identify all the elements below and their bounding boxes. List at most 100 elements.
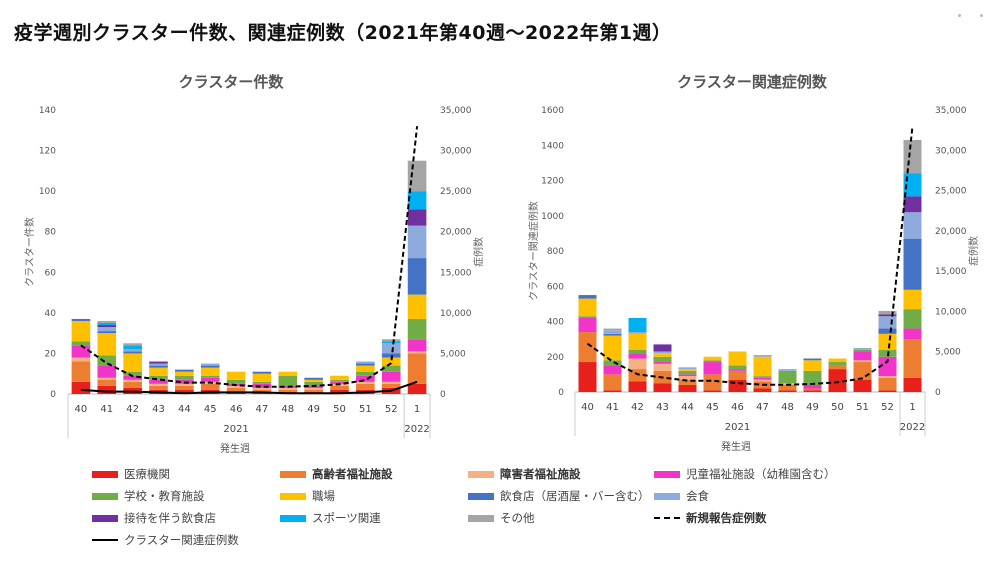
year-group-label: 2022: [900, 422, 925, 433]
bar-segment-work: [628, 333, 647, 350]
bar-segment-medical: [175, 389, 194, 394]
bar-segment-school: [653, 356, 672, 363]
y-tick-label: 0: [50, 390, 56, 400]
bar-segment-disabled: [71, 357, 91, 362]
bar-segment-sports: [903, 173, 922, 197]
y-tick-label: 120: [39, 147, 56, 157]
bar-segment-work: [123, 353, 142, 372]
legend-label: 学校・教育施設: [124, 489, 205, 503]
x-tick-label: 42: [126, 404, 139, 415]
bar-segment-school: [578, 316, 597, 318]
y2-tick-label: 35,000: [440, 106, 472, 116]
bar-segment-sports: [123, 345, 142, 350]
bar-segment-disabled: [653, 363, 672, 371]
bar-segment-elderly: [903, 339, 922, 378]
bar-segment-child: [330, 381, 349, 384]
bar-segment-school: [356, 371, 375, 376]
bar-segment-school: [226, 379, 246, 384]
decoration-dot: [958, 14, 961, 17]
bar-segment-meeting: [381, 343, 401, 354]
bar-segment-work: [753, 356, 772, 377]
bar-segment-child: [71, 345, 91, 358]
bar-segment-elderly: [278, 389, 298, 392]
bar-segment-school: [728, 365, 747, 370]
bar-segment-school: [304, 381, 323, 386]
x-tick-label: 46: [731, 402, 744, 413]
bar-segment-medical: [703, 390, 722, 392]
bar-segment-elderly: [578, 332, 597, 363]
legend-label: その他: [500, 511, 535, 525]
bar-segment-other: [878, 310, 897, 315]
x-tick-label: 48: [781, 402, 794, 413]
legend-swatch: [92, 539, 118, 541]
bar-segment-work: [678, 369, 697, 371]
bar-segment-school: [703, 360, 722, 363]
bar-segment-elderly: [778, 384, 797, 391]
bar-segment-disabled: [149, 383, 168, 386]
bar-segment-child: [578, 317, 597, 333]
x-tick-label: 43: [152, 404, 165, 415]
bar-segment-school: [678, 370, 697, 375]
x-tick-label: 42: [631, 402, 644, 413]
bar-segment-work: [97, 333, 117, 356]
bar-segment-disabled: [252, 387, 272, 390]
bar-segment-disabled: [678, 376, 697, 380]
y2-tick-label: 15,000: [935, 267, 967, 277]
bar-segment-elderly: [678, 379, 697, 385]
bar-segment-restaurant: [578, 295, 597, 299]
y-tick-label: 800: [547, 247, 564, 257]
bar-segment-elderly: [603, 374, 622, 391]
x-tick-label: 44: [178, 404, 191, 415]
x-tick-label: 40: [581, 402, 594, 413]
y-tick-label: 140: [39, 106, 56, 116]
bar-segment-restaurant: [878, 328, 897, 334]
bar-segment-medical: [603, 390, 622, 392]
bar-segment-hosting: [903, 196, 922, 213]
bar-segment-work: [71, 320, 91, 342]
bar-segment-disabled: [853, 360, 872, 363]
bar-segment-meeting: [200, 363, 220, 366]
bar-segment-work: [381, 357, 401, 366]
bar-segment-school: [252, 381, 272, 384]
x-tick-label: 47: [756, 402, 769, 413]
bar-segment-child: [653, 362, 672, 364]
bar-segment-hosting: [149, 361, 168, 364]
bar-segment-work: [803, 360, 822, 371]
x-tick-label: 44: [681, 402, 694, 413]
y2-axis-label: 症例数: [472, 237, 485, 267]
y-tick-label: 1600: [541, 106, 564, 116]
bar-segment-child: [853, 351, 872, 361]
y2-tick-label: 5,000: [935, 348, 961, 358]
legend-swatch: [280, 514, 306, 522]
bar-segment-child: [381, 371, 401, 382]
bar-segment-elderly: [703, 374, 722, 391]
bar-segment-child: [728, 369, 747, 371]
bar-segment-work: [278, 371, 298, 376]
bar-segment-other: [603, 328, 622, 331]
x-tick-label: 45: [706, 402, 719, 413]
bar-segment-school: [381, 365, 401, 372]
bar-segment-disabled: [304, 387, 323, 390]
legend-label: 高齢者福祉施設: [312, 467, 393, 481]
legend-label: 障害者福祉施設: [500, 467, 581, 481]
bar-segment-restaurant: [803, 358, 822, 361]
cluster-count-chart: クラスター件数02040608010012014005,00010,00015,…: [23, 73, 485, 455]
bar-segment-medical: [407, 383, 427, 394]
legend-item-clustercases: クラスター関連症例数: [92, 531, 239, 549]
bar-segment-meeting: [878, 316, 897, 329]
x-tick-label: 43: [656, 402, 669, 413]
bar-segment-elderly: [175, 385, 194, 390]
legend-swatch: [280, 492, 306, 500]
x-tick-label: 40: [75, 404, 88, 415]
x-tick-label: 45: [204, 404, 217, 415]
x-tick-label: 49: [806, 402, 819, 413]
bar-segment-sports: [407, 191, 427, 210]
bar-segment-elderly: [728, 370, 747, 380]
y2-tick-label: 30,000: [935, 146, 967, 156]
bar-segment-work: [200, 367, 220, 376]
bar-segment-disabled: [175, 383, 194, 386]
bar-segment-meeting: [356, 361, 375, 364]
bar-segment-medical: [803, 390, 822, 392]
legend-swatch: [654, 492, 680, 500]
year-group-label: 2022: [404, 424, 429, 435]
